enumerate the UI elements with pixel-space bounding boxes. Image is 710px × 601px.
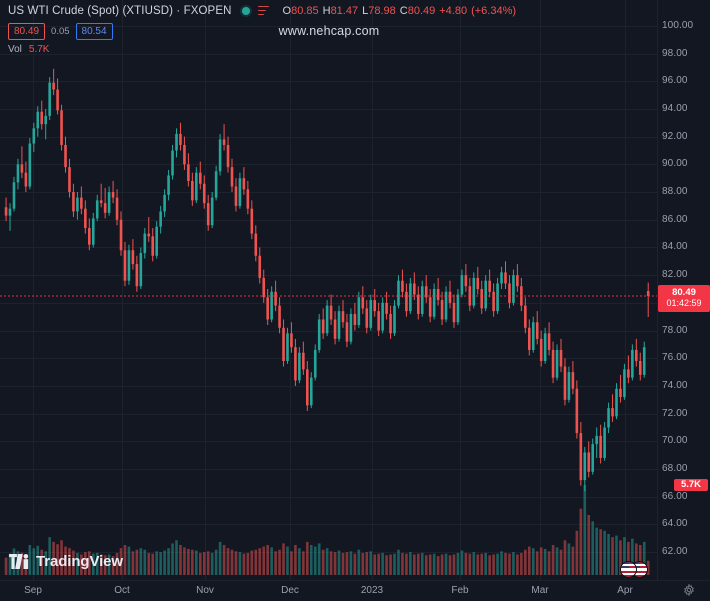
price-tick: 96.00 [662, 75, 688, 87]
tradingview-logo-icon [9, 554, 29, 569]
time-tick: Feb [451, 585, 469, 596]
close-label: C [399, 4, 408, 17]
time-tick: Dec [281, 585, 299, 596]
volume-legend[interactable]: Vol 5.7K [8, 44, 516, 55]
change-value: +4.80 [439, 4, 468, 17]
symbol-title[interactable]: US WTI Crude (Spot) (XTIUSD) · FXOPEN [8, 4, 232, 17]
open-value: 80.85 [291, 4, 319, 17]
quote-row: 80.49 0.05 80.54 [8, 22, 516, 40]
price-tick: 66.00 [662, 490, 688, 502]
price-tick: 98.00 [662, 47, 688, 59]
current-price-value: 80.49 [672, 287, 696, 299]
price-tick: 78.00 [662, 324, 688, 336]
time-tick: Apr [617, 585, 633, 596]
price-tick: 92.00 [662, 130, 688, 142]
price-tick: 64.00 [662, 518, 688, 530]
price-tick: 72.00 [662, 407, 688, 419]
price-tick: 74.00 [662, 379, 688, 391]
price-tick: 86.00 [662, 213, 688, 225]
tradingview-logo-text: TradingView [36, 553, 123, 570]
time-tick: Sep [24, 585, 42, 596]
price-tick: 68.00 [662, 463, 688, 475]
time-tick: Oct [114, 585, 130, 596]
us-flag-event-icon[interactable] [620, 561, 637, 578]
high-label: H [322, 4, 331, 17]
volume-value-tag[interactable]: 5.7K [674, 479, 708, 491]
volume-legend-value: 5.7K [28, 44, 50, 55]
legend-title-row: US WTI Crude (Spot) (XTIUSD) · FXOPEN O8… [8, 3, 516, 18]
price-tick: 70.00 [662, 435, 688, 447]
price-tick: 76.00 [662, 352, 688, 364]
legend-menu-icon[interactable] [257, 6, 269, 15]
price-tick: 100.00 [662, 19, 694, 31]
price-tick: 90.00 [662, 158, 688, 170]
candlestick-series [0, 68, 658, 575]
time-tick: Mar [531, 585, 549, 596]
price-tick: 94.00 [662, 102, 688, 114]
time-scale[interactable]: Sep Oct Nov Dec 2023 Feb Mar Apr [0, 580, 710, 601]
time-tick: Nov [196, 585, 214, 596]
spread-value: 0.05 [51, 25, 70, 37]
market-open-dot [241, 6, 250, 15]
time-tick: 2023 [360, 585, 384, 596]
tradingview-watermark: TradingView [9, 553, 123, 570]
high-value: 81.47 [330, 4, 359, 17]
close-value: 80.49 [407, 4, 436, 17]
price-tick: 62.00 [662, 546, 688, 558]
chart-plot-area[interactable] [0, 0, 658, 580]
price-tick: 84.00 [662, 241, 688, 253]
price-tick: 82.00 [662, 269, 688, 281]
price-tick: 88.00 [662, 186, 688, 198]
ask-badge[interactable]: 80.54 [75, 22, 113, 40]
open-label: O [282, 4, 292, 17]
gear-icon[interactable] [683, 584, 695, 596]
ohlc-values: O80.85 H81.47 L78.98 C80.49 +4.80 (+6.34%) [283, 5, 517, 17]
chart-grid [0, 0, 658, 580]
bar-countdown: 01:42:59 [666, 298, 702, 309]
bid-badge[interactable]: 80.49 [8, 22, 46, 40]
volume-legend-label: Vol [8, 44, 22, 55]
change-percent: (+6.34%) [471, 4, 517, 17]
low-label: L [362, 4, 369, 17]
site-watermark: www.nehcap.com [278, 24, 380, 38]
low-value: 78.98 [368, 4, 396, 17]
current-price-tag[interactable]: 80.49 01:42:59 [658, 285, 710, 312]
chart-legend: US WTI Crude (Spot) (XTIUSD) · FXOPEN O8… [8, 3, 516, 55]
